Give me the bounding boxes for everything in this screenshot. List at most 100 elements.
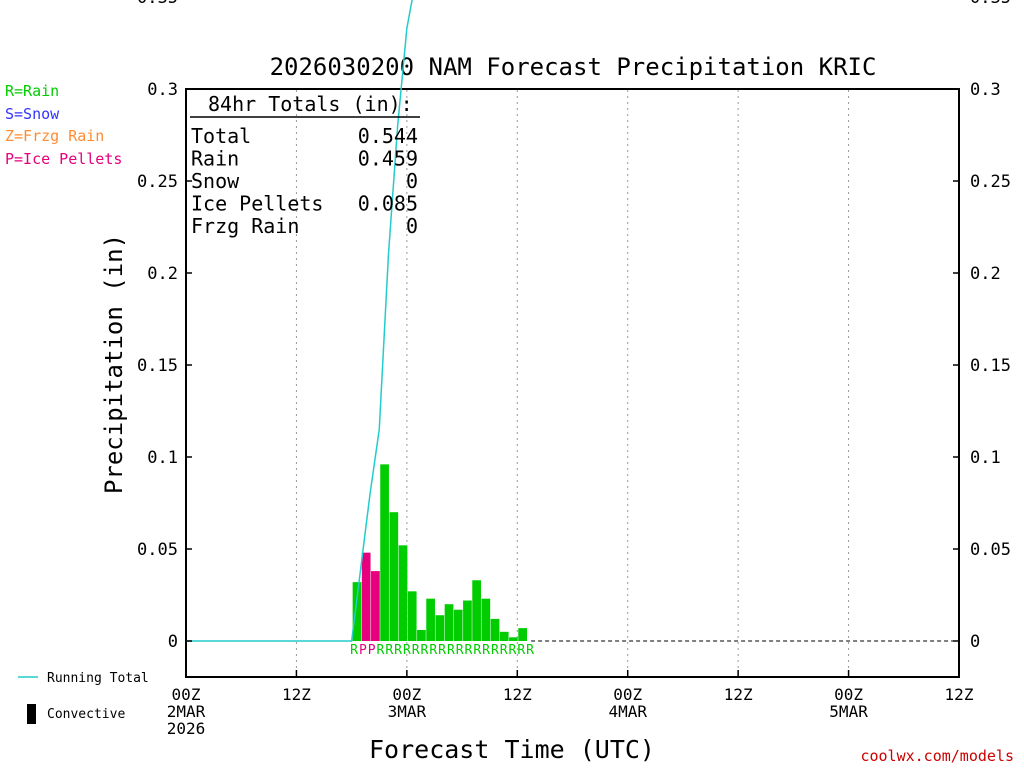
- precip-bar: [453, 609, 463, 641]
- precip-bar: [389, 512, 399, 641]
- ptype-letter: R: [509, 643, 517, 658]
- precip-bar: [499, 631, 509, 641]
- y-tick-label-right: 0.05: [970, 540, 1011, 560]
- running-total-legend-label: Running Total: [47, 671, 149, 686]
- totals-row-value: 0.544: [358, 124, 418, 148]
- x-axis-label: Forecast Time (UTC): [369, 735, 655, 764]
- y-tick-label-right: 0.3: [970, 80, 1001, 100]
- running-total-layer: [186, 0, 413, 642]
- y-tick-label-left: 0.1: [147, 448, 178, 468]
- x-tick-label: 00Z: [392, 685, 421, 704]
- x-tick-label: 2MAR: [167, 702, 206, 721]
- totals-row-value: 0: [406, 169, 418, 193]
- precip-bar: [361, 552, 371, 641]
- y-tick-label-left: 0.15: [137, 356, 178, 376]
- y-tick-label-right: 0.35: [970, 0, 1011, 8]
- y-tick-label-left: 0.3: [147, 80, 178, 100]
- legend-rain: R=Rain: [5, 82, 59, 100]
- ptype-letter: R: [350, 643, 358, 658]
- precip-bar: [518, 628, 527, 641]
- y-tick-label-right: 0.2: [970, 264, 1001, 284]
- ptype-letter: R: [412, 643, 420, 658]
- totals-header: 84hr Totals (in):: [208, 92, 413, 116]
- x-tick-label: 00Z: [834, 685, 863, 704]
- y-tick-label-right: 0.25: [970, 172, 1011, 192]
- grid-layer: [295, 90, 850, 676]
- y-tick-label-left: 0.25: [137, 172, 178, 192]
- bar-layer: [352, 464, 527, 641]
- y-tick-label-left: 0.35: [137, 0, 178, 8]
- totals-row-label: Total: [191, 124, 251, 148]
- credit-text: coolwx.com/models: [860, 747, 1014, 765]
- precip-bar: [380, 464, 389, 641]
- convective-legend-label: Convective: [47, 707, 125, 722]
- x-tick-label: 12Z: [282, 685, 311, 704]
- x-tick-label: 12Z: [724, 685, 753, 704]
- y-tick-label-left: 0.2: [147, 264, 178, 284]
- ptype-letter: P: [368, 643, 376, 658]
- y-tick-label-left: 0: [168, 632, 178, 652]
- totals-row-value: 0.085: [358, 192, 418, 216]
- legend-frzg: Z=Frzg Rain: [5, 127, 104, 145]
- precip-bar: [352, 582, 362, 641]
- totals-row-label: Ice Pellets: [191, 192, 323, 216]
- ptype-letter: R: [421, 643, 429, 658]
- y-tick-label-right: 0.15: [970, 356, 1011, 376]
- x-tick-label: 3MAR: [388, 702, 427, 721]
- running-total-line: [186, 0, 413, 642]
- precip-bar: [371, 571, 380, 641]
- x-tick-label: 2026: [167, 719, 206, 738]
- ptype-letter: R: [526, 643, 534, 658]
- ptype-letter: R: [394, 643, 402, 658]
- ptype-letter: R: [500, 643, 508, 658]
- ptype-letter: R: [377, 643, 385, 658]
- ptype-letter: R: [403, 643, 411, 658]
- precip-bar: [407, 591, 417, 641]
- ptype-letter: P: [359, 643, 367, 658]
- x-tick-label: 00Z: [613, 685, 642, 704]
- precip-bar: [417, 629, 426, 641]
- totals-row-label: Rain: [191, 147, 239, 171]
- ptype-letter: R: [385, 643, 393, 658]
- ptype-letter: R: [473, 643, 481, 658]
- totals-row-label: Frzg Rain: [191, 214, 299, 238]
- precip-bar: [490, 618, 500, 641]
- x-tick-label: 5MAR: [829, 702, 868, 721]
- convective-legend-swatch: [27, 704, 36, 724]
- x-tick-label: 00Z: [172, 685, 201, 704]
- precip-bar: [398, 545, 408, 641]
- precip-bar: [435, 615, 445, 641]
- y-tick-label-left: 0.05: [137, 540, 178, 560]
- precip-bar: [472, 580, 481, 641]
- precip-bar: [463, 600, 472, 641]
- legend-snow: S=Snow: [5, 105, 60, 123]
- y-axis-label: Precipitation (in): [100, 234, 128, 494]
- ptype-letter: R: [517, 643, 525, 658]
- precip-bar: [444, 604, 454, 641]
- ptype-letter: R: [456, 643, 464, 658]
- y-tick-layer: 0 0 0.05 0.05 0.1 0.1 0.15 0.15 0.2 0.2 0.25 0.25 0.…: [137, 0, 1011, 652]
- chart-title: 2026030200 NAM Forecast Precipitation KR…: [270, 53, 877, 81]
- totals-row-value: 0.459: [358, 147, 418, 171]
- precip-bar: [509, 637, 518, 641]
- ptype-letter: R: [491, 643, 499, 658]
- plot-frame: [185, 88, 960, 678]
- x-tick-label: 12Z: [503, 685, 532, 704]
- totals-row-value: 0: [406, 214, 418, 238]
- y-tick-label-right: 0.1: [970, 448, 1001, 468]
- ptype-letter: R: [482, 643, 490, 658]
- precip-bar: [426, 598, 435, 641]
- x-tick-label: 4MAR: [608, 702, 647, 721]
- ptype-letter: R: [438, 643, 446, 658]
- legend-ice: P=Ice Pellets: [5, 150, 122, 168]
- x-tick-label: 12Z: [945, 685, 974, 704]
- y-tick-label-right: 0: [970, 632, 980, 652]
- precip-bar: [481, 598, 491, 641]
- ptype-letter: R: [465, 643, 473, 658]
- totals-box: 84hr Totals (in): Total 0.544 Rain 0.459 Sno…: [190, 92, 420, 238]
- ptype-letter: R: [447, 643, 455, 658]
- ptype-letter: R: [429, 643, 437, 658]
